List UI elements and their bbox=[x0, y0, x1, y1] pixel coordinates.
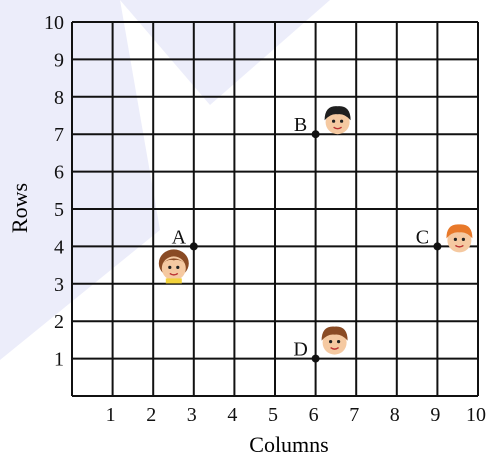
x-tick-label: 8 bbox=[390, 404, 400, 426]
x-tick-label: 7 bbox=[349, 404, 359, 426]
x-tick-label: 3 bbox=[187, 404, 197, 426]
x-axis-label: Columns bbox=[249, 432, 328, 457]
y-tick-label: 2 bbox=[54, 311, 64, 333]
x-tick-label: 4 bbox=[227, 404, 237, 426]
y-tick-label: 8 bbox=[54, 87, 64, 109]
x-tick-label: 6 bbox=[309, 404, 319, 426]
y-tick-label: 6 bbox=[54, 162, 64, 184]
y-tick-label: 4 bbox=[54, 236, 64, 258]
x-tick-label: 10 bbox=[466, 404, 486, 426]
girl-face-icon bbox=[158, 249, 189, 284]
point-marker bbox=[311, 130, 320, 139]
y-tick-label: 5 bbox=[54, 199, 64, 221]
watermark-shape bbox=[0, 0, 160, 360]
boy-face-icon bbox=[324, 106, 351, 135]
y-tick-label: 9 bbox=[54, 49, 64, 71]
tick-labels: 1 2 3 4 5 6 7 8 9 10 1 2 3 4 5 6 7 8 9 10 bbox=[44, 12, 486, 426]
point-marker bbox=[433, 242, 442, 251]
watermark bbox=[0, 0, 330, 360]
points: A B C D bbox=[158, 106, 473, 363]
watermark-shape bbox=[120, 0, 330, 105]
y-axis-label: Rows bbox=[7, 183, 32, 233]
boy-face-icon bbox=[446, 224, 473, 253]
y-tick-label: 3 bbox=[54, 274, 64, 296]
y-tick-label: 10 bbox=[44, 12, 64, 34]
point-label: A bbox=[172, 226, 187, 248]
y-tick-label: 1 bbox=[54, 349, 64, 371]
point-label: D bbox=[293, 339, 307, 361]
point-label: C bbox=[416, 226, 429, 248]
point-marker bbox=[189, 242, 198, 251]
boy-face-icon bbox=[321, 326, 348, 355]
x-tick-label: 5 bbox=[268, 404, 278, 426]
x-tick-label: 1 bbox=[106, 404, 116, 426]
grid bbox=[71, 21, 479, 397]
point-label: B bbox=[294, 114, 307, 136]
x-tick-label: 9 bbox=[430, 404, 440, 426]
point-marker bbox=[311, 354, 320, 363]
y-tick-label: 7 bbox=[54, 124, 64, 146]
x-tick-label: 2 bbox=[146, 404, 156, 426]
